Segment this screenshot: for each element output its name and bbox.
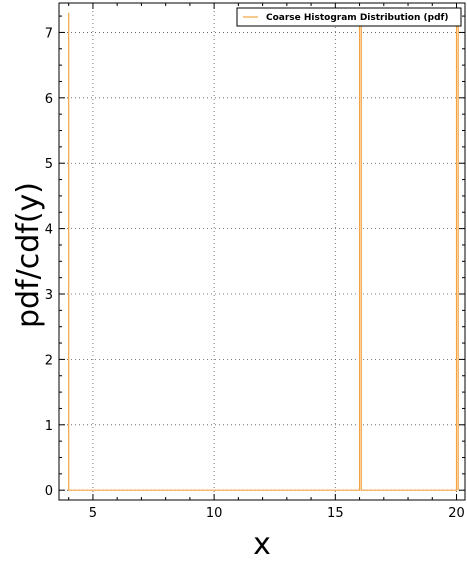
legend-label: Coarse Histogram Distribution (pdf) [266,13,449,23]
y-tick-label: 1 [45,419,53,434]
plot-area [59,3,465,500]
y-tick-label: 3 [45,288,53,303]
y-tick-label: 7 [45,26,53,41]
y-tick-label: 2 [45,353,53,368]
x-tick-label: 10 [206,506,223,521]
ticks: 5 10 15 20 0 1 2 3 4 5 6 7 [45,3,465,521]
legend-box [236,7,462,27]
legend: Coarse Histogram Distribution (pdf) [236,7,462,27]
y-tick-label: 0 [45,484,53,499]
y-axis-label: pdf/cdf(y) [11,182,46,328]
y-tick-label: 4 [45,223,53,238]
x-tick-label: 20 [448,506,465,521]
x-tick-label: 15 [327,506,344,521]
y-tick-label: 6 [45,92,53,107]
x-axis-label: x [253,527,271,562]
plot-frame [58,2,466,501]
x-tick-label: 5 [89,506,97,521]
y-tick-label: 5 [45,157,53,172]
